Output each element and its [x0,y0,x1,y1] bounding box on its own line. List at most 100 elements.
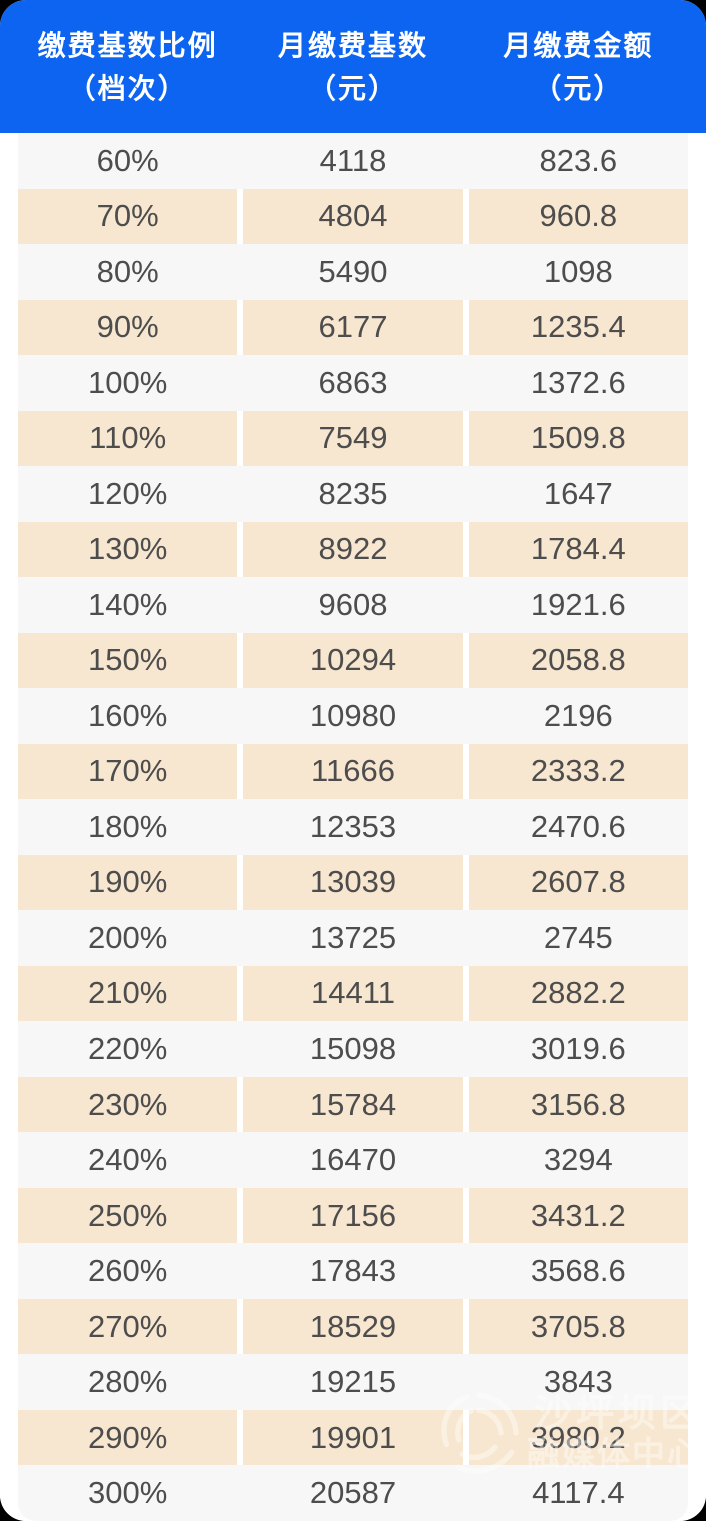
header-col-ratio-line2: （档次） [67,72,188,104]
table-row: 180% 12353 2470.6 [18,799,688,855]
base-cell: 14411 [243,965,463,1022]
amount-cell: 4117.4 [532,1475,625,1511]
table-row: 290% 19901 3980.2 [18,1409,688,1466]
amount-cell: 1784.4 [468,521,688,578]
amount-cell: 2058.8 [468,632,688,689]
base-cell: 4804 [243,188,463,245]
header-col-base-line1: 月缴费基数 [277,29,428,61]
base-cell: 8922 [243,521,463,578]
base-cell: 17843 [309,1253,397,1289]
ratio-cell: 110% [18,410,238,467]
amount-cell: 3431.2 [468,1187,688,1244]
table-row: 130% 8922 1784.4 [18,521,688,578]
amount-cell: 1235.4 [468,299,688,356]
table-row: 220% 15098 3019.6 [18,1021,688,1077]
base-cell: 11666 [243,743,463,800]
ratio-cell: 270% [18,1298,238,1355]
base-cell: 9608 [318,586,388,622]
ratio-cell: 120% [88,475,168,511]
amount-cell: 1509.8 [468,410,688,467]
base-cell: 5490 [318,253,388,289]
ratio-cell: 250% [18,1187,238,1244]
base-cell: 18529 [243,1298,463,1355]
table-row: 190% 13039 2607.8 [18,854,688,911]
table-row: 200% 13725 2745 [18,910,688,966]
ratio-cell: 220% [88,1031,168,1066]
ratio-cell: 200% [88,919,168,955]
base-cell: 17156 [243,1187,463,1244]
amount-cell: 1921.6 [530,586,626,622]
amount-cell: 2882.2 [468,965,688,1022]
ratio-cell: 60% [96,142,159,178]
header-col-base-line2: （元） [307,72,398,104]
table-row: 300% 20587 4117.4 [18,1465,688,1521]
header-col-base: 月缴费基数 （元） [243,24,462,110]
ratio-cell: 90% [18,299,238,356]
table-row: 280% 19215 3843 [18,1354,688,1410]
table-row: 150% 10294 2058.8 [18,632,688,689]
table-row: 140% 9608 1921.6 [18,577,688,633]
base-cell: 7549 [243,410,463,467]
base-cell: 6177 [243,299,463,356]
base-cell: 16470 [309,1142,397,1178]
ratio-cell: 280% [88,1364,168,1400]
table-body: 60% 4118 823.6 70% 4804 960.8 80% 5490 1… [0,133,706,1521]
table-row: 120% 8235 1647 [18,466,688,522]
base-cell: 19901 [243,1409,463,1466]
ratio-cell: 130% [18,521,238,578]
base-cell: 15098 [309,1031,397,1066]
amount-cell: 2607.8 [468,854,688,911]
table-row: 230% 15784 3156.8 [18,1076,688,1133]
header-col-ratio: 缴费基数比例 （档次） [18,24,237,110]
base-cell: 20587 [309,1475,397,1511]
table-row: 170% 11666 2333.2 [18,743,688,800]
amount-cell: 3294 [543,1142,613,1178]
table-row: 210% 14411 2882.2 [18,965,688,1022]
amount-cell: 2196 [543,697,613,733]
amount-cell: 2470.6 [530,808,626,844]
table-row: 160% 10980 2196 [18,688,688,744]
amount-cell: 3156.8 [468,1076,688,1133]
base-cell: 19215 [309,1364,397,1400]
amount-cell: 2333.2 [468,743,688,800]
table-row: 60% 4118 823.6 [18,133,688,189]
header-col-amount-line2: （元） [533,72,624,104]
base-cell: 8235 [318,475,388,511]
ratio-cell: 180% [88,808,168,844]
base-cell: 10294 [243,632,463,689]
amount-cell: 960.8 [468,188,688,245]
header-col-amount-line1: 月缴费金额 [503,29,654,61]
base-cell: 12353 [309,808,397,844]
ratio-cell: 260% [88,1253,168,1289]
table-row: 270% 18529 3705.8 [18,1298,688,1355]
table-header: 缴费基数比例 （档次） 月缴费基数 （元） 月缴费金额 （元） [0,0,706,133]
ratio-cell: 70% [18,188,238,245]
ratio-cell: 160% [88,697,168,733]
base-cell: 13039 [243,854,463,911]
base-cell: 13725 [309,919,397,955]
table-row: 260% 17843 3568.6 [18,1243,688,1299]
ratio-cell: 300% [88,1475,168,1511]
table-row: 80% 5490 1098 [18,244,688,300]
amount-cell: 2745 [543,919,613,955]
amount-cell: 3980.2 [468,1409,688,1466]
ratio-cell: 150% [18,632,238,689]
base-cell: 15784 [243,1076,463,1133]
ratio-cell: 170% [18,743,238,800]
amount-cell: 1372.6 [530,364,626,400]
amount-cell: 1647 [543,475,613,511]
amount-cell: 823.6 [539,142,618,178]
base-cell: 6863 [318,364,388,400]
amount-cell: 1098 [543,253,613,289]
amount-cell: 3019.6 [530,1031,626,1066]
base-cell: 10980 [309,697,397,733]
table-row: 100% 6863 1372.6 [18,355,688,411]
ratio-cell: 190% [18,854,238,911]
table-row: 70% 4804 960.8 [18,188,688,245]
header-col-amount: 月缴费金额 （元） [469,24,688,110]
ratio-cell: 210% [18,965,238,1022]
base-cell: 4118 [319,142,387,178]
table-row: 250% 17156 3431.2 [18,1187,688,1244]
header-col-ratio-line1: 缴费基数比例 [37,29,218,61]
